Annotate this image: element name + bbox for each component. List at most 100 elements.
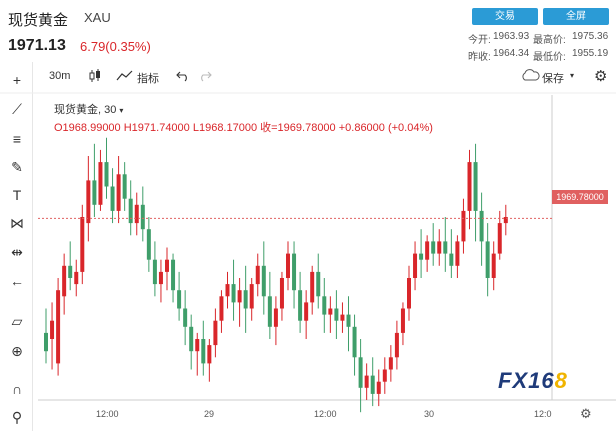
candle-body: [503, 217, 508, 224]
drawing-toolbar: + ⟋ ≡ ✎ T ⋈ ⇹ ← ▱ ⊕ ∩ ⚲: [0, 62, 33, 431]
x-tick-label: 29: [204, 409, 215, 419]
magnet-icon[interactable]: ∩: [11, 381, 23, 397]
save-button[interactable]: 保存: [542, 73, 564, 85]
candle-body: [388, 357, 393, 370]
pattern-icon[interactable]: ⋈: [10, 215, 24, 231]
candle-body: [225, 284, 230, 297]
candle-body: [237, 290, 242, 303]
candle-body: [86, 180, 91, 224]
candle-body: [382, 369, 387, 382]
high-label: 最高价:: [533, 35, 566, 46]
candle-body: [467, 162, 472, 211]
x-tick-label: 12:00: [96, 409, 119, 419]
candle-body: [267, 296, 272, 327]
candle-body: [140, 204, 145, 230]
candle-body: [279, 278, 284, 309]
candle-body: [134, 204, 139, 224]
candle-body: [116, 174, 121, 211]
candle-type-icon[interactable]: [88, 68, 102, 87]
candle-body: [316, 271, 321, 297]
candle-body: [92, 180, 97, 205]
candle-body: [497, 223, 502, 254]
x-tick-label: 12:00: [314, 409, 337, 419]
candle-body: [128, 198, 133, 224]
undo-icon[interactable]: [176, 68, 190, 85]
candle-body: [152, 259, 157, 285]
candle-body: [286, 253, 290, 278]
candle-body: [195, 339, 200, 352]
candle-body: [243, 290, 248, 309]
save-dropdown-icon[interactable]: ▾: [570, 71, 575, 80]
candle-body: [322, 296, 327, 315]
candle-body: [425, 241, 430, 260]
high-value: 1975.36: [572, 31, 609, 42]
back-arrow-icon[interactable]: ←: [10, 273, 24, 289]
candle-body: [98, 162, 103, 205]
quote-header: 现货黄金 XAU 1971.13 6.79(0.35%) 交易 全屏 今开: 1…: [0, 0, 616, 63]
lock-icon[interactable]: ⚲: [11, 409, 23, 425]
interval-selector[interactable]: 30m: [49, 70, 71, 82]
candle-body: [394, 332, 399, 358]
candle-body: [292, 253, 297, 291]
candle-body: [171, 259, 176, 291]
candle-body: [104, 162, 109, 187]
crosshair-icon[interactable]: +: [12, 72, 22, 88]
candle-body: [431, 241, 436, 254]
indicators-button[interactable]: 指标: [137, 73, 159, 85]
cloud-icon[interactable]: [520, 68, 540, 85]
x-tick-label: 30: [424, 409, 435, 419]
candle-body: [207, 345, 212, 364]
candle-body: [201, 339, 206, 364]
candle-body: [219, 296, 224, 321]
low-label: 最低价:: [533, 52, 566, 63]
candle-body: [346, 314, 351, 327]
candle-body: [273, 308, 278, 327]
candle-body: [68, 265, 73, 278]
open-value: 1963.93: [493, 31, 530, 42]
candle-body: [419, 253, 424, 260]
open-label: 今开:: [468, 35, 491, 46]
candle-body: [334, 308, 339, 321]
candle-body: [437, 241, 442, 254]
indicators-icon[interactable]: [116, 68, 134, 87]
legend-dropdown-icon[interactable]: ▾: [119, 106, 124, 115]
candle-body: [304, 302, 309, 321]
axis-settings-icon[interactable]: ⚙: [580, 406, 592, 421]
trade-button[interactable]: 交易: [472, 8, 538, 25]
candle-body: [364, 375, 369, 388]
current-price-tag: 1969.78000: [552, 190, 608, 204]
candle-body: [479, 210, 484, 242]
ruler-icon[interactable]: ▱: [11, 313, 23, 329]
candle-body: [110, 186, 115, 211]
brush-icon[interactable]: ✎: [11, 159, 23, 175]
candle-body: [443, 241, 448, 254]
measure-icon[interactable]: ⇹: [11, 244, 23, 260]
candle-body: [249, 284, 254, 309]
candle-body: [50, 320, 55, 339]
candle-body: [455, 241, 460, 266]
candle-body: [44, 332, 48, 352]
fib-icon[interactable]: ≡: [12, 131, 22, 147]
candle-body: [189, 326, 194, 352]
trend-line-icon[interactable]: ⟋: [12, 101, 22, 117]
candle-body: [74, 271, 79, 285]
instrument-symbol: XAU: [84, 10, 111, 25]
fullscreen-button[interactable]: 全屏: [543, 8, 609, 25]
settings-icon[interactable]: ⚙: [594, 68, 608, 85]
candle-body: [213, 320, 218, 346]
candle-body: [158, 271, 163, 285]
redo-icon[interactable]: [198, 68, 212, 85]
candle-body: [261, 265, 266, 297]
candle-body: [177, 290, 182, 309]
series-name: 现货黄金, 30: [54, 104, 117, 116]
candle-body: [298, 290, 303, 321]
candle-body: [183, 308, 188, 327]
candle-body: [340, 314, 345, 321]
zoom-icon[interactable]: ⊕: [11, 343, 23, 359]
candle-body: [485, 241, 490, 278]
text-icon[interactable]: T: [12, 187, 22, 203]
candle-body: [376, 381, 381, 394]
candle-body: [310, 271, 315, 303]
candle-body: [461, 210, 466, 242]
